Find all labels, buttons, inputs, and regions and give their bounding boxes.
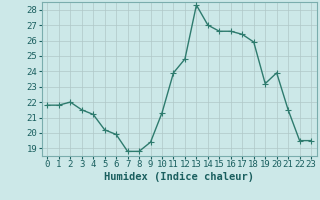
X-axis label: Humidex (Indice chaleur): Humidex (Indice chaleur) (104, 172, 254, 182)
